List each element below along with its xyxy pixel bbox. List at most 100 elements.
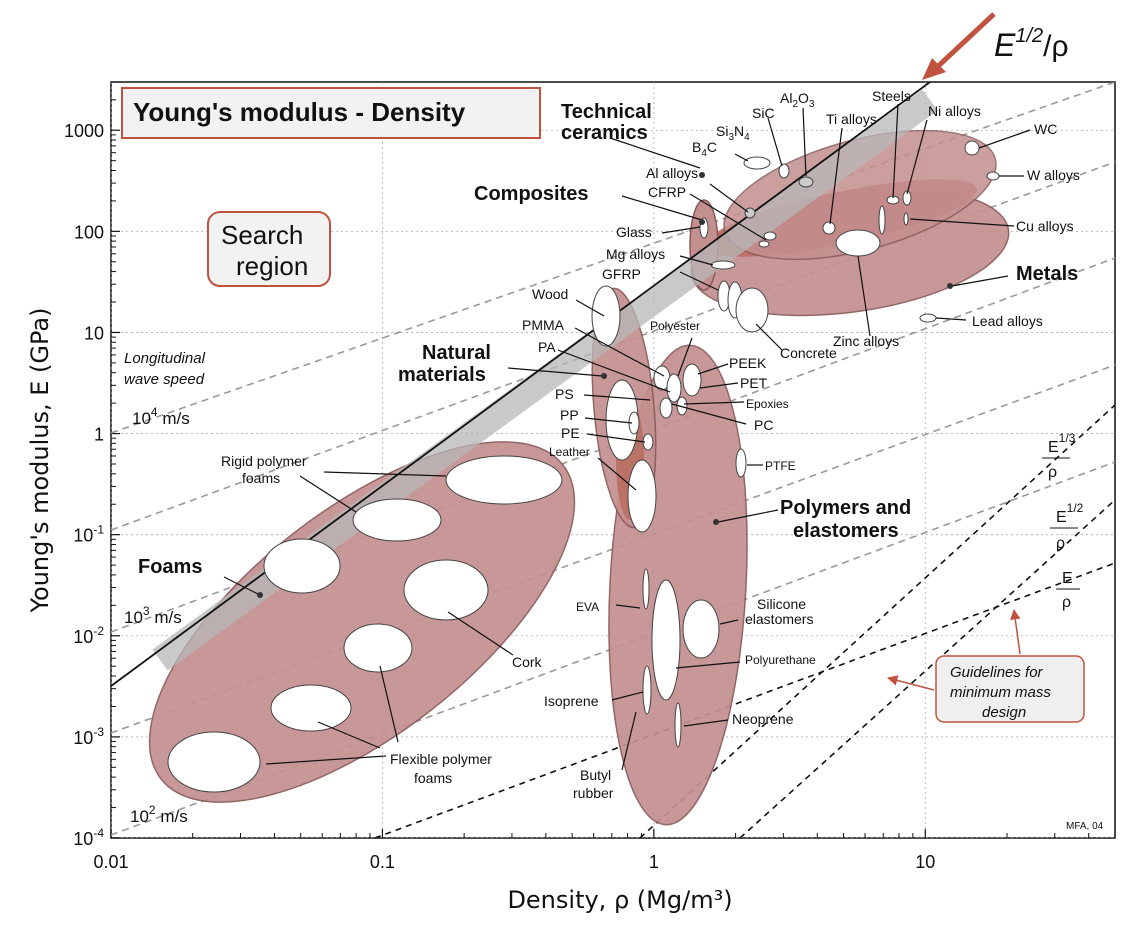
label-al2o3: Al2O3 <box>780 90 815 110</box>
y-tick-label: 1000 <box>64 121 104 141</box>
label-technical-ceramics-2: ceramics <box>561 122 648 144</box>
y-axis: 1000 100 10 1 10-1 10-2 10-3 10-4 <box>64 81 120 849</box>
label-mg-alloys: Mg alloys <box>606 246 665 262</box>
wave-speed-line-1e3 <box>111 257 1115 633</box>
x-tick-label: 1 <box>649 852 659 872</box>
label-wc: WC <box>1034 121 1057 137</box>
wave-speed-1e4: 104 m/s <box>132 405 190 428</box>
label-cfrp: CFRP <box>648 184 686 200</box>
label-cork: Cork <box>512 654 543 670</box>
selection-marker: E1/2/ρ <box>922 12 1069 80</box>
material-labels: SiC Al2O3 Si3N4 B4C Steels Ti alloys Ni … <box>221 88 1104 832</box>
wave-speed-title-1: Longitudinal <box>124 350 206 367</box>
label-wood: Wood <box>532 286 568 302</box>
y-tick-label: 10-1 <box>73 523 104 546</box>
label-concrete: Concrete <box>780 345 837 361</box>
label-foams: Foams <box>138 556 202 578</box>
credit: MFA, 04 <box>1066 821 1104 832</box>
y-tick-label: 1 <box>94 425 104 445</box>
foams-envelope <box>148 441 576 803</box>
y-tick-label: 10 <box>84 323 104 343</box>
wave-speed-1e2: 102 m/s <box>130 803 188 826</box>
label-glass: Glass <box>616 224 652 240</box>
family-labels: Technical ceramics Composites Metals Nat… <box>138 101 1078 578</box>
leader-lines <box>223 103 1031 771</box>
label-peek: PEEK <box>729 355 767 371</box>
label-ni-alloys: Ni alloys <box>928 103 981 119</box>
label-butyl-1: Butyl <box>580 767 611 783</box>
label-polymers-1: Polymers and <box>780 497 911 519</box>
label-si3n4: Si3N4 <box>716 123 750 143</box>
search-region-line1: Search <box>221 220 303 250</box>
x-axis: 0.01 0.1 1 10 <box>93 829 1116 872</box>
label-zinc-alloys: Zinc alloys <box>833 333 899 349</box>
label-al-alloys: Al alloys <box>646 165 698 181</box>
label-epoxies: Epoxies <box>746 397 789 411</box>
label-pc: PC <box>754 417 773 433</box>
y-tick-label: 10-4 <box>73 826 104 849</box>
label-pe: PE <box>561 425 580 441</box>
chart-title: Young's modulus - Density <box>133 97 466 127</box>
label-sic: SiC <box>752 105 775 121</box>
wave-speed-1e3: 103 m/s <box>124 604 182 627</box>
guideline-box: Guidelines for minimum mass design <box>886 608 1085 723</box>
metal-bubbles <box>699 140 1000 333</box>
wave-speed-title-2: wave speed <box>124 371 205 388</box>
x-axis-label: Density, ρ (Mg/m³) <box>507 886 732 914</box>
ratio-e12-den: ρ <box>1056 535 1065 552</box>
guideline-e13 <box>639 404 1115 838</box>
label-pa: PA <box>538 339 556 355</box>
guideline-arrow-1 <box>886 675 935 691</box>
label-natural-materials-1: Natural <box>422 342 491 364</box>
label-leather: Leather <box>549 445 590 459</box>
label-ptfe: PTFE <box>765 459 796 473</box>
label-polyester: Polyester <box>650 319 700 333</box>
y-tick-label: 10-2 <box>73 624 104 647</box>
ratio-e13-num: E1/3 <box>1048 431 1076 456</box>
label-steels: Steels <box>872 88 911 104</box>
label-w-alloys: W alloys <box>1027 167 1080 183</box>
label-polyurethane: Polyurethane <box>745 653 816 667</box>
x-tick-label: 0.1 <box>370 852 395 872</box>
label-ps: PS <box>555 386 574 402</box>
polymer-bubbles <box>591 285 747 748</box>
label-rigid-foams-2: foams <box>242 470 280 486</box>
label-gfrp: GFRP <box>602 266 641 282</box>
label-pp: PP <box>560 407 579 423</box>
foam-bubbles <box>167 455 563 793</box>
label-butyl-2: rubber <box>573 785 614 801</box>
title-box: Young's modulus - Density <box>121 87 541 139</box>
ratio-labels: E1/3 ρ E1/2 ρ E ρ <box>1042 431 1084 611</box>
label-eva: EVA <box>576 600 599 614</box>
label-b4c: B4C <box>692 139 717 159</box>
label-silicone-1: Silicone <box>757 596 806 612</box>
selection-marker-label: E1/2/ρ <box>994 25 1069 63</box>
label-lead-alloys: Lead alloys <box>972 313 1043 329</box>
label-natural-materials-2: materials <box>398 364 486 386</box>
wave-speed-line-1e4 <box>111 82 1115 434</box>
label-neoprene: Neoprene <box>732 711 794 727</box>
guideline-arrow-2 <box>1010 608 1021 655</box>
guideline-text-3: design <box>982 704 1026 721</box>
x-tick-label: 10 <box>915 852 935 872</box>
ratio-e13-den: ρ <box>1048 464 1057 481</box>
search-region-line2: region <box>236 251 308 281</box>
label-technical-ceramics-1: Technical <box>561 101 652 123</box>
y-axis-label: Young's modulus, E (GPa) <box>26 308 54 614</box>
family-marker-dots <box>257 172 953 598</box>
x-tick-label: 0.01 <box>93 852 128 872</box>
y-tick-label: 100 <box>74 222 104 242</box>
y-tick-label: 10-3 <box>73 725 104 748</box>
selection-line <box>111 82 931 687</box>
label-metals: Metals <box>1016 263 1078 285</box>
label-composites: Composites <box>474 183 588 205</box>
label-cu-alloys: Cu alloys <box>1016 218 1074 234</box>
label-rigid-foams-1: Rigid polymer <box>221 453 307 469</box>
ratio-e1-den: ρ <box>1062 594 1071 611</box>
label-flexible-foams-2: foams <box>414 770 452 786</box>
label-silicone-2: elastomers <box>745 611 813 627</box>
wave-speed-line-1e2 <box>111 461 1115 836</box>
label-flexible-foams-1: Flexible polymer <box>390 751 492 767</box>
ratio-e1-num: E <box>1062 570 1073 587</box>
